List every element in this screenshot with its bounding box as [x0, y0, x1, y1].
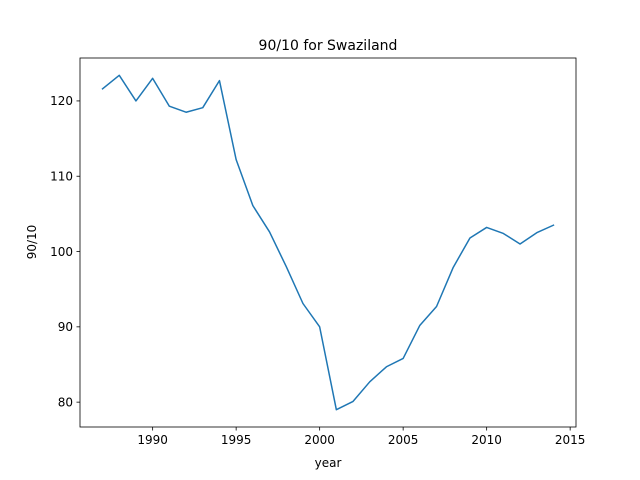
y-tick-label-100: 100 [50, 245, 73, 259]
y-tick-label-80: 80 [58, 395, 73, 409]
x-tick-label-2010: 2010 [471, 433, 502, 447]
y-tick-label-110: 110 [50, 170, 73, 184]
x-tick-label-1990: 1990 [137, 433, 168, 447]
y-tick-label-90: 90 [58, 320, 73, 334]
chart-title: 90/10 for Swaziland [259, 38, 398, 54]
x-tick-label-1995: 1995 [221, 433, 252, 447]
series-line-0 [101, 74, 555, 411]
x-axis-title: year [315, 456, 342, 470]
x-tick-label-2015: 2015 [555, 433, 586, 447]
x-tick-label-2005: 2005 [388, 433, 419, 447]
plot-area: 1990 1995 2000 2005 2010 2015 80 90 100 110 120 [50, 57, 586, 447]
y-axis-title: 90/10 [25, 225, 39, 260]
y-tick-label-120: 120 [50, 94, 73, 108]
x-tick-label-2000: 2000 [304, 433, 335, 447]
axes-frame [79, 57, 577, 428]
